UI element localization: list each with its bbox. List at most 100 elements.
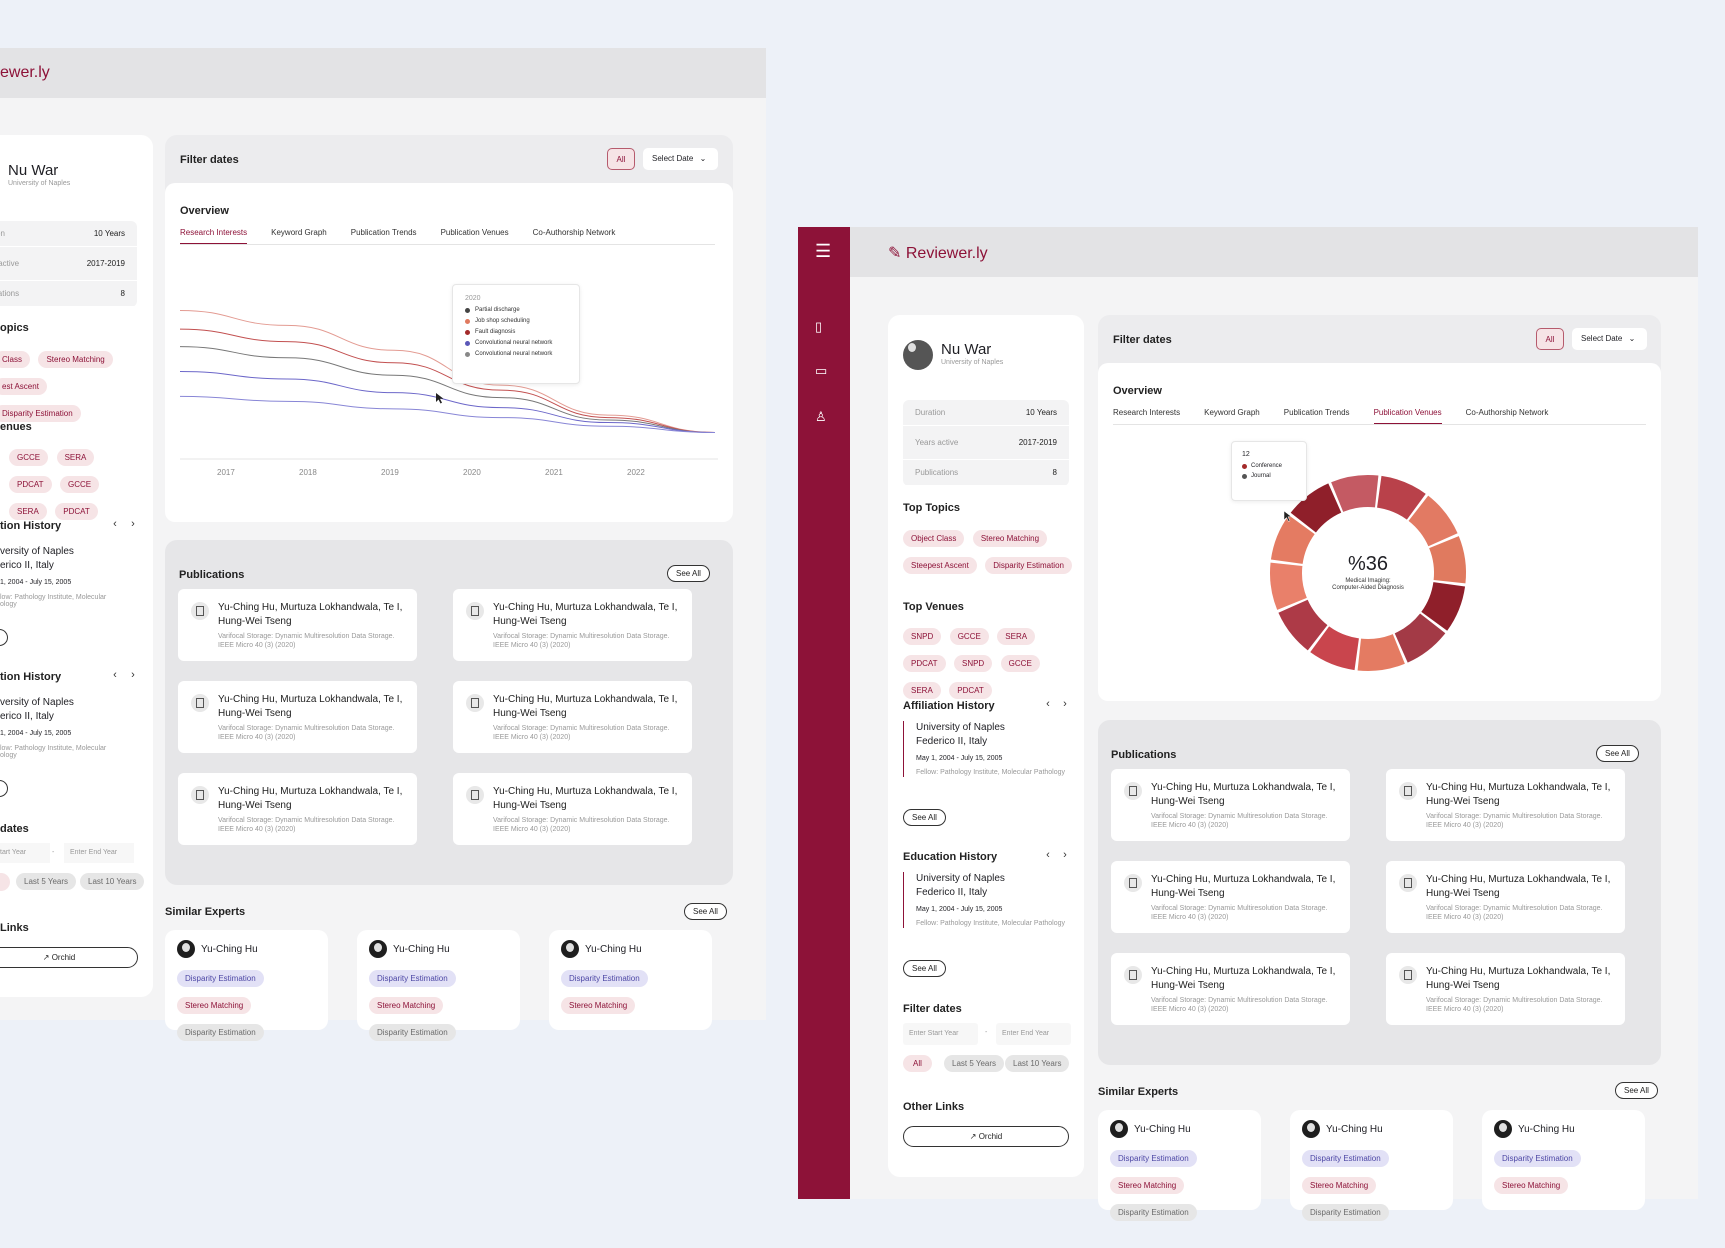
end-year-input[interactable]: Enter End Year xyxy=(996,1023,1071,1045)
user-icon[interactable]: ♙ xyxy=(815,409,827,424)
venue-pill[interactable]: GCCE xyxy=(1000,655,1040,672)
topic-pill[interactable]: Class xyxy=(0,351,31,368)
venue-pill[interactable]: PDCAT xyxy=(9,476,52,493)
tab-coauthorship-network[interactable]: Co-Authorship Network xyxy=(532,228,616,237)
education-see-all-button[interactable]: ll xyxy=(0,780,8,797)
venue-pill[interactable]: GCCE xyxy=(9,449,49,466)
expert-tag[interactable]: Disparity Estimation xyxy=(177,970,264,987)
expert-card[interactable]: Yu-Ching Hu Disparity Estimation Stereo Ma… xyxy=(1290,1110,1453,1221)
topic-pill[interactable]: Disparity Estimation xyxy=(985,557,1072,574)
expert-tag[interactable]: Disparity Estimation xyxy=(1110,1150,1197,1167)
topic-pill[interactable]: Disparity Estimation xyxy=(0,405,81,422)
chevron-left-icon[interactable]: ‹ xyxy=(113,669,117,681)
expert-card[interactable]: Yu-Ching Hu Disparity Estimation Stereo Ma… xyxy=(1482,1110,1645,1210)
venue-pill[interactable]: SERA xyxy=(56,449,95,466)
line-series[interactable] xyxy=(179,346,716,434)
donut-slice[interactable] xyxy=(1270,562,1307,610)
publication-card[interactable]: Yu-Ching Hu, Murtuza Lokhandwala, Te I, … xyxy=(453,681,692,753)
expert-tag[interactable]: Stereo Matching xyxy=(561,997,636,1014)
donut-slice[interactable] xyxy=(1310,626,1359,671)
chevron-left-icon[interactable]: ‹ xyxy=(1046,849,1050,861)
publications-see-all-button[interactable]: See All xyxy=(667,565,710,582)
research-interests-line-chart[interactable]: 2017 2018 2019 2020 2021 2022 xyxy=(165,253,733,513)
tab-keyword-graph[interactable]: Keyword Graph xyxy=(1204,408,1260,417)
publication-card[interactable]: Yu-Ching Hu, Murtuza Lokhandwala, Te I, … xyxy=(1111,769,1350,841)
donut-slice[interactable] xyxy=(1278,599,1328,651)
expert-tag[interactable]: Stereo Matching xyxy=(1110,1177,1185,1194)
expert-tag[interactable]: Disparity Estimation xyxy=(1110,1204,1197,1221)
donut-slice[interactable] xyxy=(1290,483,1342,533)
venue-pill[interactable]: GCCE xyxy=(949,628,989,645)
similar-experts-see-all-button[interactable]: See All xyxy=(684,903,727,920)
tab-research-interests[interactable]: Research Interests xyxy=(1113,408,1181,417)
expert-tag[interactable]: Disparity Estimation xyxy=(1494,1150,1581,1167)
publication-venues-donut-chart[interactable] xyxy=(1258,463,1478,683)
publication-card[interactable]: Yu-Ching Hu, Murtuza Lokhandwala, Te I, … xyxy=(178,773,417,845)
topic-pill[interactable]: Object Class xyxy=(903,530,965,547)
brand-logo[interactable]: ✎ Reviewer.ly xyxy=(888,245,988,262)
chevron-right-icon[interactable]: › xyxy=(1063,849,1067,861)
affiliation-see-all-button[interactable]: See All xyxy=(903,809,946,826)
menu-icon[interactable]: ☰ xyxy=(815,241,832,261)
tab-keyword-graph[interactable]: Keyword Graph xyxy=(271,228,327,237)
line-series[interactable] xyxy=(179,395,716,434)
donut-slice[interactable] xyxy=(1408,495,1458,547)
similar-experts-see-all-button[interactable]: See All xyxy=(1615,1082,1658,1099)
publication-card[interactable]: Yu-Ching Hu, Murtuza Lokhandwala, Te I, … xyxy=(178,681,417,753)
filter-all-pill[interactable] xyxy=(0,873,10,891)
filter-all-button[interactable]: All xyxy=(1536,328,1564,350)
chevron-right-icon[interactable]: › xyxy=(131,669,135,681)
chevron-right-icon[interactable]: › xyxy=(131,518,135,530)
donut-slice[interactable] xyxy=(1377,475,1426,520)
donut-slice[interactable] xyxy=(1270,515,1315,564)
expert-card[interactable]: Yu-Ching Hu Disparity Estimation Stereo Ma… xyxy=(1098,1110,1261,1221)
venue-pill[interactable]: SNPD xyxy=(903,628,942,645)
tab-publication-trends[interactable]: Publication Trends xyxy=(350,228,417,237)
tab-coauthorship-network[interactable]: Co-Authorship Network xyxy=(1465,408,1549,417)
venue-pill[interactable]: SNPD xyxy=(953,655,993,672)
select-date-dropdown[interactable]: Select Date ⌄ xyxy=(643,148,718,170)
topic-pill[interactable]: Stereo Matching xyxy=(38,351,113,368)
publication-card[interactable]: Yu-Ching Hu, Murtuza Lokhandwala, Te I, … xyxy=(1111,953,1350,1025)
publication-card[interactable]: Yu-Ching Hu, Murtuza Lokhandwala, Te I, … xyxy=(1386,769,1625,841)
venue-pill[interactable]: SERA xyxy=(997,628,1036,645)
expert-tag[interactable]: Stereo Matching xyxy=(177,997,252,1014)
filter-all-button[interactable]: All xyxy=(607,148,635,170)
chevron-left-icon[interactable]: ‹ xyxy=(113,518,117,530)
expert-tag[interactable]: Disparity Estimation xyxy=(369,1024,456,1041)
donut-slice[interactable] xyxy=(1331,475,1379,512)
orchid-button[interactable]: ↗ Orchid xyxy=(0,947,138,968)
expert-tag[interactable]: Disparity Estimation xyxy=(369,970,456,987)
chevron-right-icon[interactable]: › xyxy=(1063,698,1067,710)
folder-icon[interactable]: ▭ xyxy=(815,363,828,378)
tab-publication-venues[interactable]: Publication Venues xyxy=(440,228,509,237)
donut-slice[interactable] xyxy=(1421,582,1466,631)
filter-all-pill[interactable]: All xyxy=(903,1055,932,1072)
line-series[interactable] xyxy=(179,328,716,434)
filter-last5-pill[interactable]: Last 5 Years xyxy=(944,1055,1005,1072)
orchid-button[interactable]: ↗ Orchid xyxy=(903,1126,1069,1147)
publication-card[interactable]: Yu-Ching Hu, Murtuza Lokhandwala, Te I, … xyxy=(1386,953,1625,1025)
filter-last5-pill[interactable]: Last 5 Years xyxy=(16,873,77,890)
start-year-input[interactable]: Enter Start Year xyxy=(903,1023,978,1045)
donut-slice[interactable] xyxy=(1357,634,1405,671)
start-year-input[interactable]: tart Year xyxy=(0,843,50,863)
venue-pill[interactable]: SERA xyxy=(9,503,47,520)
expert-tag[interactable]: Disparity Estimation xyxy=(177,1024,264,1041)
publication-card[interactable]: Yu-Ching Hu, Murtuza Lokhandwala, Te I, … xyxy=(453,773,692,845)
publication-card[interactable]: Yu-Ching Hu, Murtuza Lokhandwala, Te I, … xyxy=(453,589,692,661)
education-see-all-button[interactable]: See All xyxy=(903,960,946,977)
expert-tag[interactable]: Stereo Matching xyxy=(1302,1177,1377,1194)
chevron-left-icon[interactable]: ‹ xyxy=(1046,698,1050,710)
donut-slice[interactable] xyxy=(1394,613,1446,663)
publications-see-all-button[interactable]: See All xyxy=(1596,745,1639,762)
venue-pill[interactable]: PDCAT xyxy=(903,655,946,672)
topic-pill[interactable]: Stereo Matching xyxy=(972,530,1048,547)
affiliation-see-all-button[interactable]: ll xyxy=(0,629,8,646)
end-year-input[interactable]: Enter End Year xyxy=(64,843,134,863)
document-icon[interactable]: ▯ xyxy=(815,319,823,334)
tab-publication-trends[interactable]: Publication Trends xyxy=(1283,408,1350,417)
topic-pill[interactable]: Steepest Ascent xyxy=(903,557,977,574)
tab-research-interests[interactable]: Research Interests xyxy=(180,228,248,244)
line-series[interactable] xyxy=(179,309,716,434)
